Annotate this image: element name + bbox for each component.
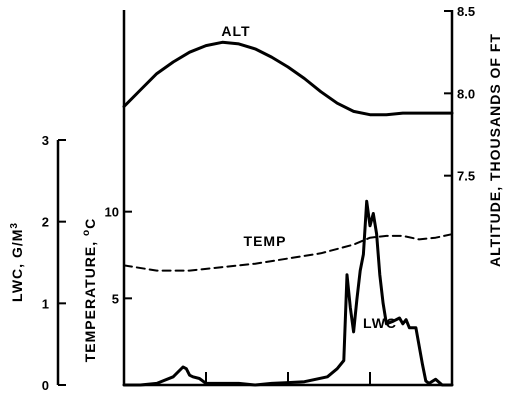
series-label-alt: ALT bbox=[221, 23, 250, 39]
series-label-temp: TEMP bbox=[244, 233, 287, 249]
lwc-tick-label-1: 1 bbox=[42, 296, 49, 311]
series-alt-line bbox=[122, 40, 454, 117]
temperature-axis-title: TEMPERATURE, oC bbox=[81, 218, 98, 363]
lwc-tick-label-3: 3 bbox=[42, 133, 49, 148]
lwc-tick-label-2: 2 bbox=[42, 215, 49, 230]
altitude-axis-title: ALTITUDE, THOUSANDS OF FT bbox=[487, 33, 503, 267]
alt-tick-label-1: 8.0 bbox=[457, 86, 475, 101]
lwc-axis-title-sup: 3 bbox=[9, 222, 20, 229]
series-label-lwc: LWC bbox=[363, 315, 397, 331]
alt-tick-label-2: 8.5 bbox=[457, 4, 475, 19]
temp-tick-label-0: 5 bbox=[112, 291, 119, 306]
lwc-tick-label-0: 0 bbox=[42, 378, 49, 393]
alt-tick-label-0: 7.5 bbox=[457, 169, 475, 184]
temperature-axis-title-unit: C bbox=[82, 218, 98, 229]
lwc-axis-title: LWC, G/M3 bbox=[9, 222, 25, 302]
series-temp-line bbox=[123, 233, 453, 272]
temp-tick-label-1: 10 bbox=[105, 205, 119, 220]
temperature-axis-title-sup: o bbox=[81, 229, 92, 236]
series-lwc-line bbox=[122, 199, 454, 387]
